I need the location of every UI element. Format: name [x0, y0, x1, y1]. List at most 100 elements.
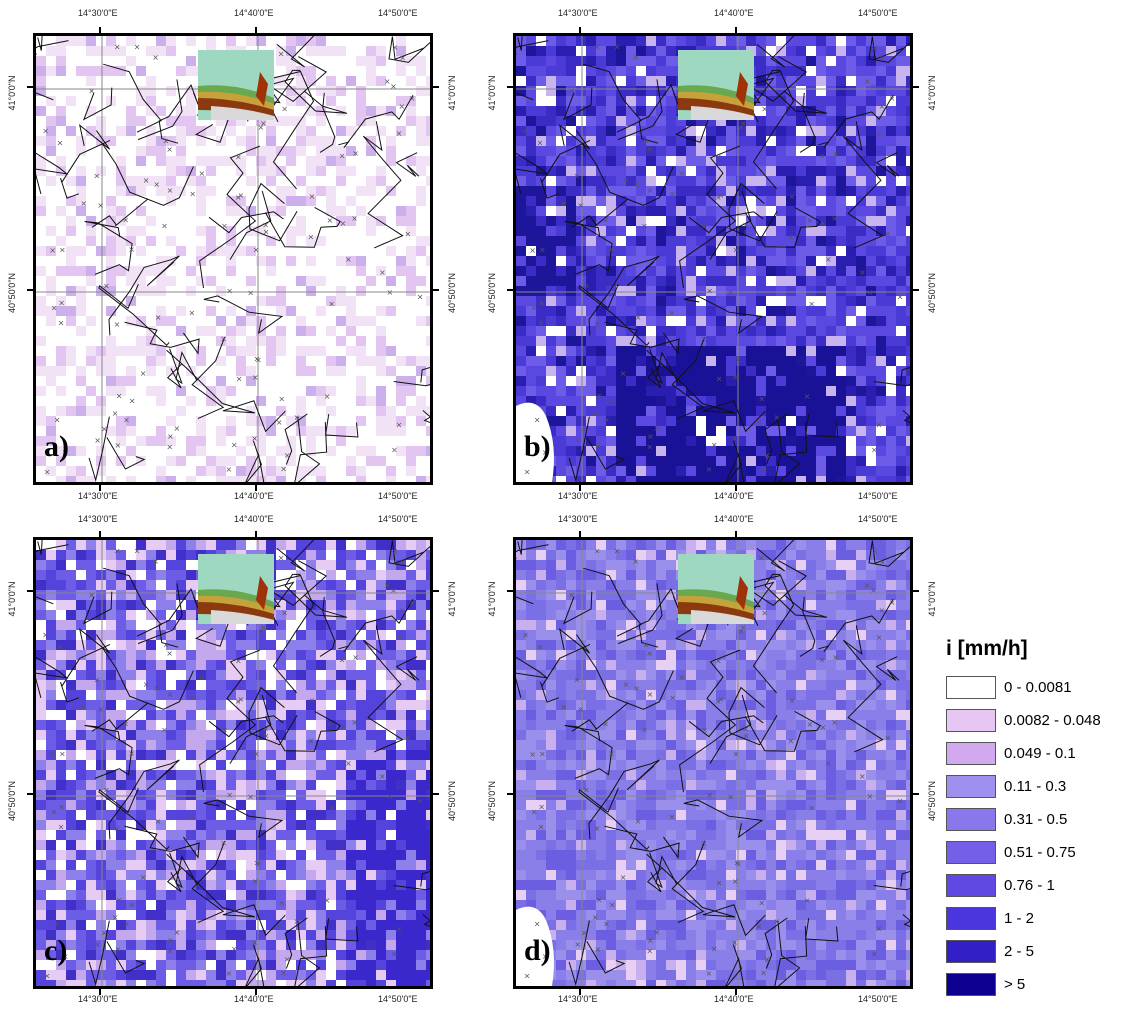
lon-label-top: 14°50'0"E — [858, 514, 898, 524]
gauge-marker: × — [226, 969, 233, 978]
legend-label: 0.0082 - 0.048 — [1004, 712, 1101, 729]
gauge-marker: × — [390, 586, 397, 595]
gauge-marker: × — [42, 630, 49, 639]
gauge-marker: × — [189, 694, 196, 703]
gauge-marker: × — [876, 925, 883, 934]
lon-label-bottom: 14°30'0"E — [78, 491, 118, 501]
gauge-marker: × — [789, 696, 796, 705]
gauge-marker: × — [701, 726, 708, 735]
gauge-marker: × — [701, 222, 708, 231]
gauge-marker: × — [128, 749, 135, 758]
gauge-marker: × — [396, 925, 403, 934]
gauge-marker: × — [804, 392, 811, 401]
gauge-marker: × — [602, 719, 609, 728]
gauge-marker: × — [820, 219, 827, 228]
gauge-marker: × — [635, 313, 642, 322]
gauge-marker: × — [122, 719, 129, 728]
tick-mark — [255, 484, 257, 491]
tick-mark — [432, 793, 439, 795]
lon-label-top: 14°30'0"E — [558, 514, 598, 524]
gauge-marker: × — [542, 952, 549, 961]
lat-label-right: 40°50'0"N — [927, 272, 937, 314]
tick-mark — [507, 793, 514, 795]
gauge-marker: × — [647, 186, 654, 195]
gauge-marker: × — [254, 355, 261, 364]
gauge-marker: × — [524, 972, 531, 981]
gauge-marker: × — [49, 246, 56, 255]
tick-mark — [579, 988, 581, 995]
gauge-marker: × — [128, 245, 135, 254]
gauge-marker: × — [112, 409, 119, 418]
gauge-marker: × — [399, 102, 406, 111]
lon-label-bottom: 14°50'0"E — [858, 491, 898, 501]
gauge-marker: × — [309, 696, 316, 705]
gauge-marker: × — [581, 424, 588, 433]
gauge-marker: × — [718, 695, 725, 704]
gauge-marker: × — [889, 94, 896, 103]
raster-map: × × × × × × × × × × × × × × × × × × × × × × × × × × × × × × × × × × × × × × × ×… — [516, 540, 910, 986]
gauge-marker: × — [603, 920, 610, 929]
gauge-marker: × — [731, 938, 738, 947]
gauge-marker: × — [831, 214, 838, 223]
gauge-marker: × — [609, 901, 616, 910]
gauge-marker: × — [122, 215, 129, 224]
lon-label-top: 14°40'0"E — [234, 8, 274, 18]
gauge-marker: × — [594, 546, 601, 555]
gauge-marker: × — [236, 878, 243, 887]
tick-mark — [432, 289, 439, 291]
gauge-marker: × — [715, 193, 722, 202]
gauge-marker: × — [345, 759, 352, 768]
gauge-marker: × — [235, 193, 242, 202]
gauge-marker: × — [278, 49, 285, 58]
gauge-marker: × — [592, 409, 599, 418]
gauge-marker: × — [328, 804, 335, 813]
gauge-marker: × — [189, 308, 196, 317]
tick-mark — [507, 590, 514, 592]
panel-letter: d) — [524, 934, 551, 967]
legend-swatch — [946, 841, 996, 864]
gauge-marker: × — [276, 922, 283, 931]
gauge-marker: × — [220, 839, 227, 848]
gauge-marker: × — [732, 877, 739, 886]
gauge-marker: × — [161, 222, 168, 231]
lon-label-top: 14°50'0"E — [858, 8, 898, 18]
gauge-marker: × — [226, 465, 233, 474]
gauge-marker: × — [252, 877, 259, 886]
gauge-marker: × — [114, 320, 121, 329]
gauge-marker: × — [583, 281, 590, 290]
gauge-marker: × — [879, 606, 886, 615]
gauge-marker: × — [258, 627, 265, 636]
gauge-marker: × — [596, 392, 603, 401]
gauge-marker: × — [859, 268, 866, 277]
legend-swatch — [946, 907, 996, 930]
gauge-marker: × — [351, 718, 358, 727]
gauge-marker: × — [706, 465, 713, 474]
inset-dem-map — [198, 50, 274, 120]
gauge-marker: × — [623, 680, 630, 689]
gauge-marker: × — [743, 732, 750, 741]
gauge-marker: × — [742, 220, 749, 229]
gauge-marker: × — [263, 228, 270, 237]
gauge-marker: × — [231, 441, 238, 450]
gauge-marker: × — [538, 803, 545, 812]
legend-swatch — [946, 973, 996, 996]
gauge-marker: × — [531, 304, 538, 313]
gauge-marker: × — [153, 180, 160, 189]
gauge-marker: × — [199, 673, 206, 682]
gauge-marker: × — [251, 938, 258, 947]
lon-label-top: 14°50'0"E — [378, 514, 418, 524]
lat-label-right: 41°0'0"N — [447, 581, 457, 617]
gauge-marker: × — [727, 289, 734, 298]
gauge-marker: × — [166, 442, 173, 451]
lon-label-bottom: 14°50'0"E — [378, 491, 418, 501]
gauge-marker: × — [641, 726, 648, 735]
tick-mark — [735, 988, 737, 995]
gauge-marker: × — [116, 896, 123, 905]
raster-map: × × × × × × × × × × × × × × × × × × × × × × × × × × × × × × × × × × × × × × × ×… — [36, 36, 430, 482]
tick-mark — [912, 86, 919, 88]
gauge-marker: × — [226, 286, 233, 295]
gauge-marker: × — [727, 793, 734, 802]
gauge-marker: × — [538, 318, 545, 327]
gauge-marker: × — [262, 724, 269, 733]
gauge-marker: × — [189, 812, 196, 821]
